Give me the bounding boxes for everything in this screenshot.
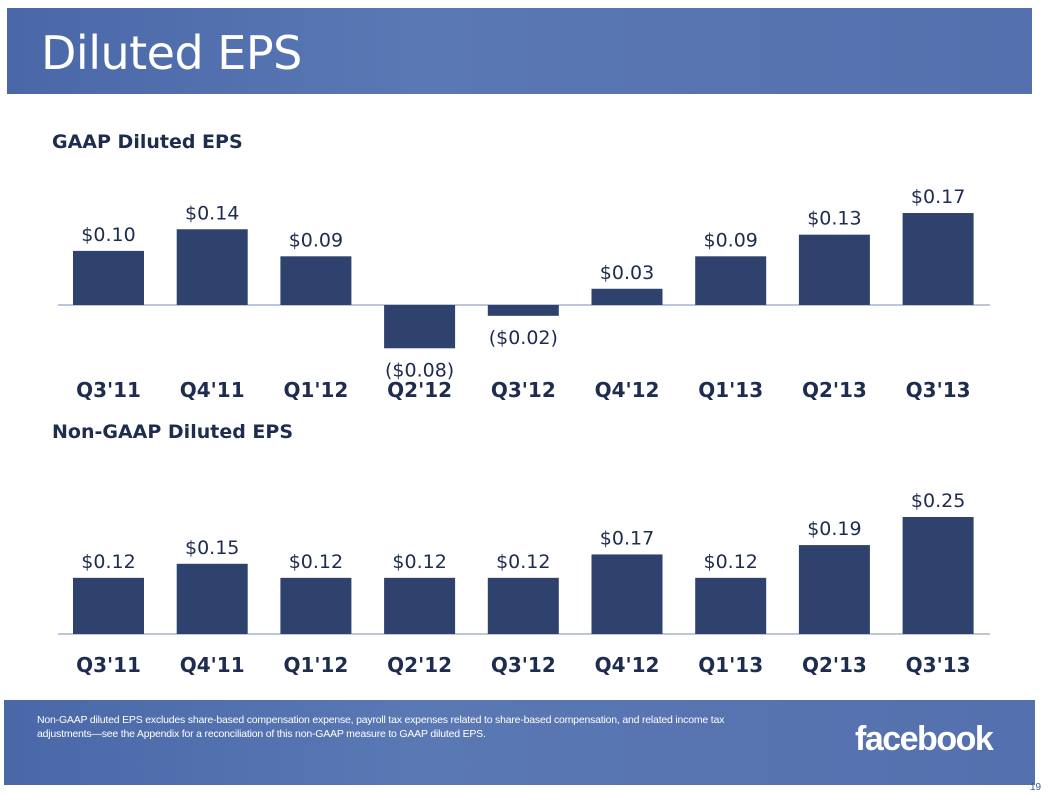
data-label: $0.17 (600, 527, 654, 549)
footnote: Non-GAAP diluted EPS excludes share-base… (37, 714, 725, 740)
footer-band (4, 700, 1035, 785)
bar (487, 577, 559, 634)
category-label: Q4'11 (180, 378, 245, 402)
bar (487, 305, 559, 316)
page-title: Diluted EPS (41, 26, 302, 80)
data-label: $0.12 (496, 551, 550, 573)
bar (280, 577, 352, 634)
category-label: Q4'11 (180, 653, 245, 677)
bar (591, 288, 663, 305)
bar (798, 234, 870, 305)
data-label: $0.10 (81, 224, 135, 246)
category-label: Q1'12 (283, 653, 348, 677)
data-label: $0.25 (911, 490, 965, 512)
gaap-chart-title: GAAP Diluted EPS (52, 131, 243, 153)
bar (176, 563, 248, 634)
data-label: $0.12 (703, 551, 757, 573)
data-label: $0.09 (289, 229, 343, 251)
bar (384, 577, 456, 634)
bar (73, 250, 144, 305)
data-label: $0.09 (703, 229, 757, 251)
category-label: Q3'13 (906, 378, 971, 402)
data-label: $0.12 (289, 551, 343, 573)
bar (695, 577, 767, 634)
bar (176, 229, 248, 305)
category-label: Q3'11 (76, 653, 141, 677)
data-label: $0.15 (185, 537, 239, 559)
data-label: ($0.02) (489, 327, 558, 349)
category-label: Q1'13 (698, 653, 763, 677)
category-label: Q1'12 (283, 378, 348, 402)
bar (591, 554, 663, 634)
category-label: Q3'12 (491, 378, 556, 402)
data-label: $0.13 (807, 208, 861, 230)
category-label: Q2'13 (802, 378, 867, 402)
category-label: Q1'13 (698, 378, 763, 402)
data-label: ($0.08) (385, 359, 454, 381)
bar (902, 517, 974, 634)
category-label: Q2'13 (802, 653, 867, 677)
bar (902, 213, 974, 305)
category-label: Q4'12 (595, 378, 660, 402)
category-label: Q3'12 (491, 653, 556, 677)
category-label: Q2'12 (387, 378, 452, 402)
data-label: $0.19 (807, 518, 861, 540)
non-gaap-chart-title: Non-GAAP Diluted EPS (52, 421, 294, 443)
header-band (7, 8, 1032, 94)
data-label: $0.17 (911, 186, 965, 208)
facebook-logo: facebook (855, 720, 994, 758)
category-label: Q3'13 (906, 653, 971, 677)
page-number: 19 (1030, 782, 1042, 793)
category-label: Q3'11 (76, 378, 141, 402)
data-label: $0.12 (392, 551, 446, 573)
data-label: $0.03 (600, 262, 654, 284)
bar (384, 305, 456, 349)
bar (798, 545, 870, 634)
bar (280, 256, 352, 305)
category-label: Q2'12 (387, 653, 452, 677)
bar (695, 256, 767, 305)
data-label: $0.14 (185, 202, 239, 224)
bar (73, 577, 144, 634)
data-label: $0.12 (81, 551, 135, 573)
category-label: Q4'12 (595, 653, 660, 677)
